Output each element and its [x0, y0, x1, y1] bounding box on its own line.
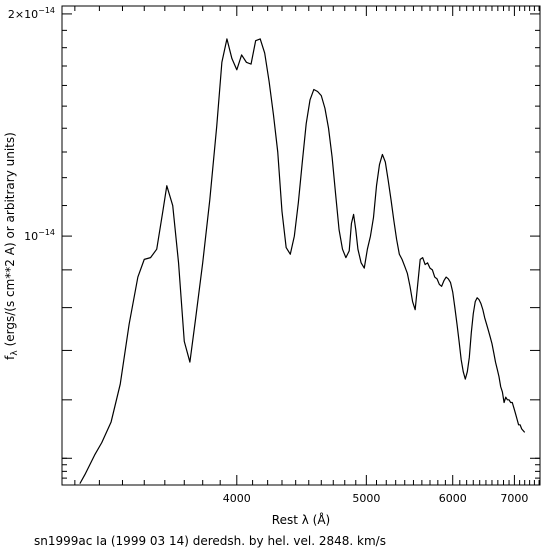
x-tick-label: 5000	[352, 492, 380, 505]
y-tick-label: 2×10−14	[8, 6, 55, 21]
spectrum-line	[79, 38, 526, 484]
y-tick-label-mantissa: 10	[24, 230, 38, 243]
y-tick-label-mantissa: 2×10	[8, 8, 38, 21]
y-axis-label-f: f	[3, 355, 17, 360]
chart-caption: sn1999ac Ia (1999 03 14) deredsh. by hel…	[34, 534, 386, 548]
y-tick-label-exponent: −14	[38, 228, 55, 237]
x-axis-ticks: 4000 5000 6000 7000	[74, 6, 540, 505]
y-axis-label-rest: (ergs/(s cm**2 A) or arbitrary units)	[3, 132, 17, 350]
plot-frame	[61, 5, 541, 486]
x-tick-label: 7000	[500, 492, 528, 505]
svg-text:fλ (ergs/(s cm**2 A) or arbitr: fλ (ergs/(s cm**2 A) or arbitrary units)	[3, 132, 20, 360]
y-tick-label-exponent: −14	[38, 6, 55, 15]
y-axis-label-sub: λ	[10, 350, 20, 356]
y-axis-label: fλ (ergs/(s cm**2 A) or arbitrary units)	[3, 132, 20, 360]
x-tick-label: 4000	[223, 492, 251, 505]
x-tick-label: 6000	[439, 492, 467, 505]
y-axis-ticks: 10−142×10−14	[8, 6, 540, 486]
y-tick-label: 10−14	[24, 228, 55, 243]
x-axis-label: Rest λ (Å)	[272, 512, 330, 527]
